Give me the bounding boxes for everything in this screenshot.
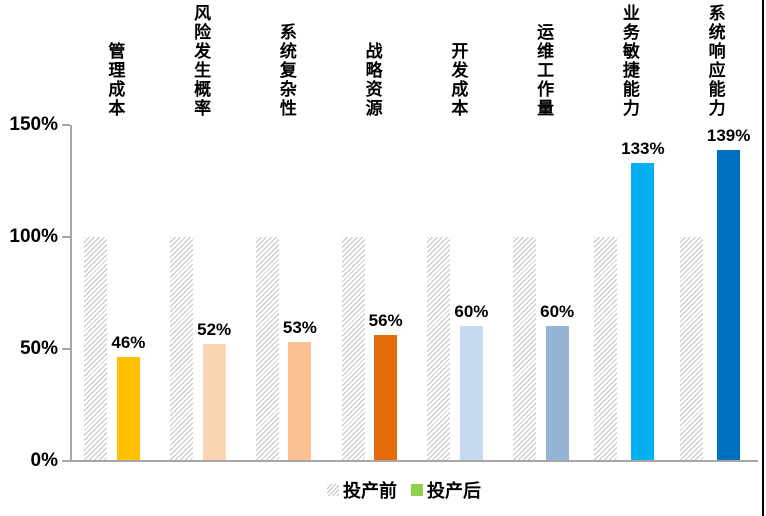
bar-after-column: 133% [621,139,665,460]
bar-after-column: 60% [454,303,488,460]
category-label: 系统复杂性 [276,23,296,118]
y-axis-tick [62,236,70,238]
y-axis-tick [62,124,70,126]
category-label: 业务敏捷能力 [619,4,639,118]
bar-before [427,237,451,460]
y-axis-label-150: 150% [9,114,58,135]
legend-item-before: 投产前 [327,477,397,503]
bar-after [545,326,569,460]
data-label: 52% [197,320,232,340]
category-group: 开发成本 60% [415,42,501,460]
category-label: 开发成本 [448,42,468,118]
bar-after-column: 53% [283,319,317,460]
bar-after [717,150,741,460]
category-group: 管理成本 46% [72,42,158,460]
y-axis-tick [62,460,70,462]
data-label: 56% [368,311,403,331]
bar-before [84,237,108,460]
plot-area: 管理成本 46% 风险发生概率 52% 系统复杂性 53% 战略资源 56% 开发成本 60% 运维… [70,4,758,462]
category-group: 战略资源 56% [329,42,415,460]
bar-before [255,237,279,460]
bar-before [170,237,194,460]
category-label: 风险发生概率 [191,4,211,118]
bar-after-column: 52% [197,321,231,460]
legend-label-before: 投产前 [343,481,397,501]
category-group: 系统复杂性 53% [244,23,330,460]
y-axis-label-0: 0% [30,450,58,471]
category-group: 风险发生概率 52% [158,4,244,460]
y-axis-label-50: 50% [19,338,58,359]
bar-before [341,237,365,460]
category-label: 系统响应能力 [705,4,725,118]
data-label: 46% [111,333,146,353]
bar-before [594,237,618,460]
bar-after-column: 60% [540,303,574,460]
category-label: 管理成本 [105,42,125,118]
bar-after [202,344,226,460]
category-label: 战略资源 [362,42,382,118]
bar-after [116,357,140,460]
data-label: 53% [282,318,317,338]
category-group: 业务敏捷能力 133% [587,4,673,460]
bar-after-column: 46% [111,334,145,460]
data-label: 139% [706,126,751,146]
legend-swatch-after-green [411,484,423,496]
category-group: 运维工作量 60% [501,23,587,460]
legend: 投产前 投产后 [0,477,766,503]
bar-groups: 管理成本 46% 风险发生概率 52% 系统复杂性 53% 战略资源 56% 开发成本 60% 运维… [72,4,758,460]
bar-after [631,163,655,460]
legend-item-after: 投产后 [411,477,481,503]
data-label: 60% [540,302,575,322]
bar-before [513,237,537,460]
data-label: 60% [454,302,489,322]
category-group: 系统响应能力 139% [672,4,758,460]
category-label: 运维工作量 [534,23,554,118]
y-axis-label-100: 100% [9,226,58,247]
bar-after [374,335,398,460]
bar-after [288,342,312,460]
legend-swatch-before-hatch [327,484,339,496]
bar-before [679,237,703,460]
bar-after [459,326,483,460]
legend-label-after: 投产后 [427,481,481,501]
bar-after-column: 139% [707,127,750,460]
bar-after-column: 56% [369,312,403,460]
y-axis-tick [62,348,70,350]
data-label: 133% [621,139,665,159]
image-right-border-line [762,0,764,516]
